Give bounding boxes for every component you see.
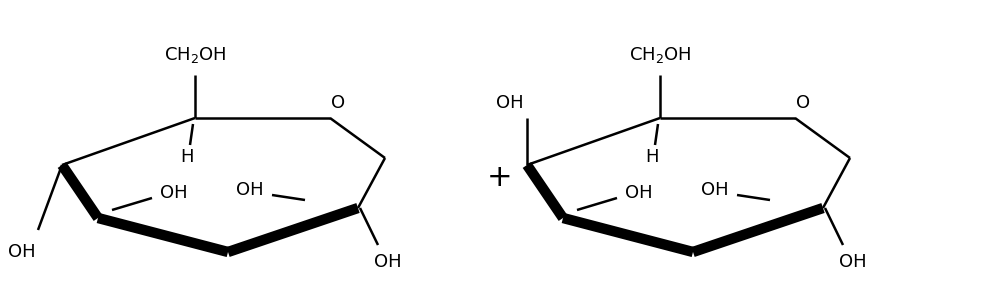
Text: OH: OH [625,184,653,202]
Text: +: + [487,164,513,193]
Text: OH: OH [8,243,36,261]
Text: OH: OH [160,184,188,202]
Text: CH$_2$OH: CH$_2$OH [629,45,691,65]
Text: H: H [180,148,194,166]
Text: O: O [331,94,345,112]
Text: O: O [796,94,810,112]
Text: OH: OH [496,94,524,112]
Text: OH: OH [374,253,402,271]
Text: OH: OH [701,181,729,199]
Text: H: H [645,148,659,166]
Text: CH$_2$OH: CH$_2$OH [164,45,226,65]
Text: OH: OH [839,253,867,271]
Text: OH: OH [236,181,264,199]
